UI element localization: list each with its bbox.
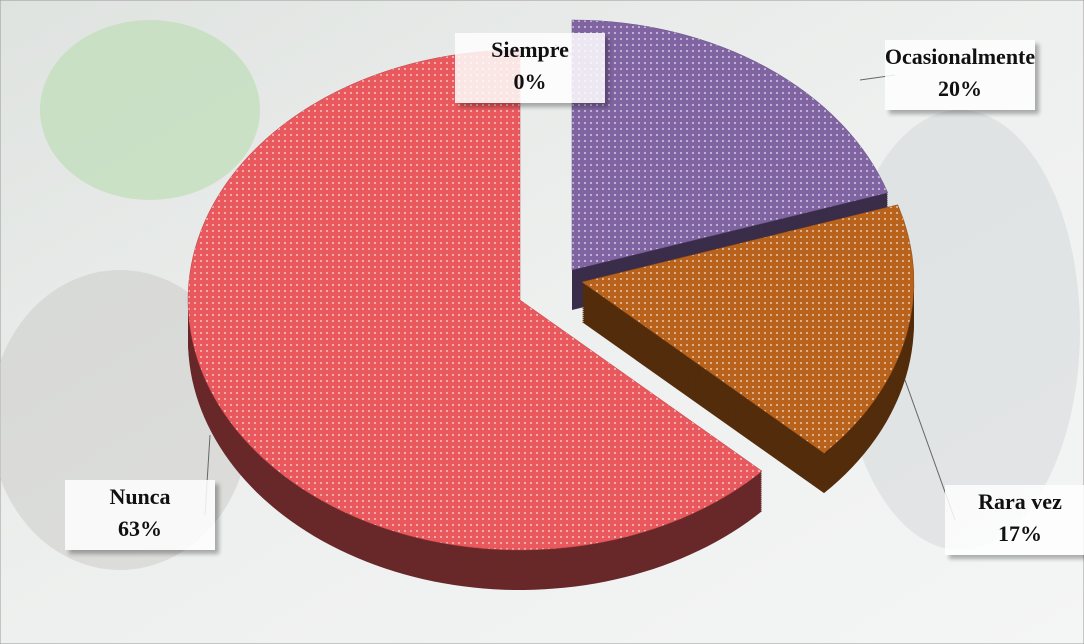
- category-label: Nunca: [109, 484, 170, 509]
- slice: [571, 19, 889, 271]
- label-box: [945, 485, 1084, 555]
- category-label: Siempre: [491, 37, 569, 62]
- labels: Siempre 0% Ocasionalmente 20% Rara vez 17% Nun…: [65, 33, 1084, 555]
- background-photo: [40, 20, 260, 200]
- slice: [581, 204, 915, 454]
- slice: [187, 49, 763, 551]
- label-box: [455, 33, 605, 103]
- pie: [187, 19, 915, 590]
- value-label: 63%: [118, 516, 162, 541]
- value-label: 17%: [998, 521, 1042, 546]
- label-box: [65, 480, 215, 550]
- category-label: Rara vez: [978, 489, 1062, 514]
- value-label: 0%: [514, 69, 547, 94]
- value-label: 20%: [938, 76, 982, 101]
- category-label: Ocasionalmente: [885, 44, 1036, 69]
- label-box: [885, 40, 1035, 110]
